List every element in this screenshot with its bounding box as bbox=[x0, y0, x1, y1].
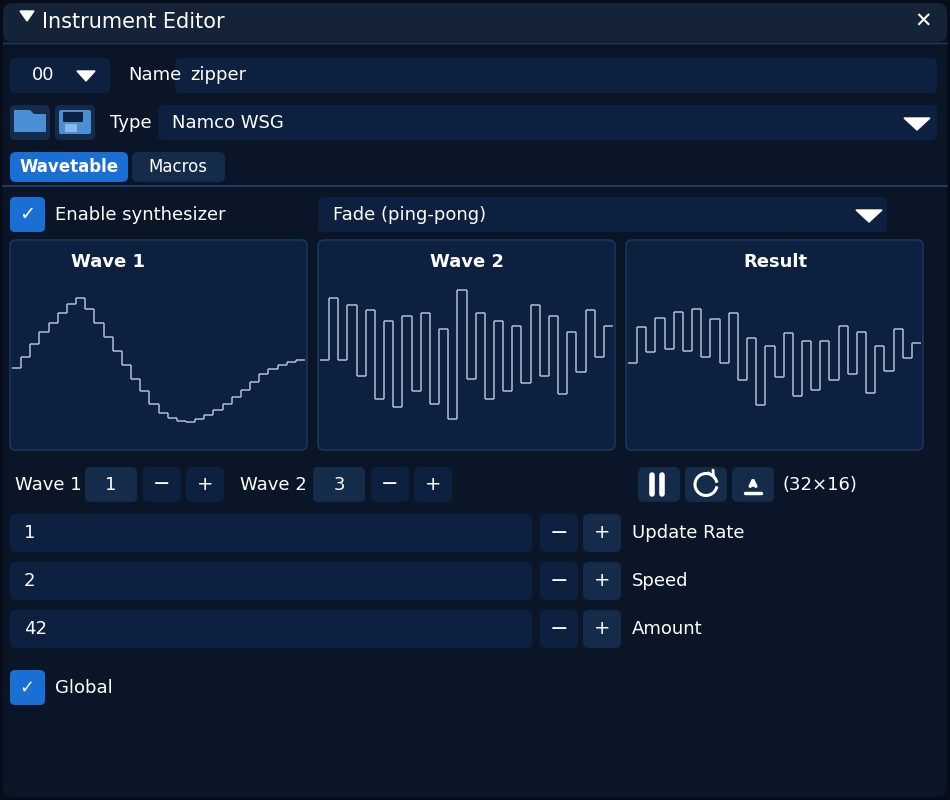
Polygon shape bbox=[77, 71, 95, 81]
FancyBboxPatch shape bbox=[65, 124, 77, 132]
Text: Wavetable: Wavetable bbox=[19, 158, 119, 176]
FancyBboxPatch shape bbox=[143, 467, 181, 502]
FancyBboxPatch shape bbox=[540, 514, 578, 552]
Text: 3: 3 bbox=[333, 475, 345, 494]
Text: 2: 2 bbox=[24, 572, 35, 590]
Text: +: + bbox=[197, 475, 213, 494]
Text: (32×16): (32×16) bbox=[782, 475, 857, 494]
Text: −: − bbox=[550, 523, 568, 543]
FancyBboxPatch shape bbox=[175, 58, 937, 93]
FancyBboxPatch shape bbox=[850, 197, 887, 232]
Text: −: − bbox=[550, 571, 568, 591]
FancyBboxPatch shape bbox=[626, 240, 923, 450]
FancyBboxPatch shape bbox=[186, 467, 224, 502]
FancyBboxPatch shape bbox=[3, 3, 947, 42]
FancyBboxPatch shape bbox=[10, 152, 128, 182]
Text: +: + bbox=[594, 571, 610, 590]
FancyBboxPatch shape bbox=[10, 240, 307, 450]
Text: Result: Result bbox=[743, 253, 807, 271]
Text: Fade (ping-pong): Fade (ping-pong) bbox=[333, 206, 486, 223]
FancyBboxPatch shape bbox=[313, 467, 365, 502]
Polygon shape bbox=[14, 114, 46, 132]
Text: Enable synthesizer: Enable synthesizer bbox=[55, 206, 226, 223]
FancyBboxPatch shape bbox=[63, 112, 83, 122]
Text: ✓: ✓ bbox=[19, 679, 34, 697]
FancyBboxPatch shape bbox=[583, 514, 621, 552]
FancyBboxPatch shape bbox=[414, 467, 452, 502]
Polygon shape bbox=[856, 210, 882, 222]
FancyBboxPatch shape bbox=[10, 610, 532, 648]
Text: Amount: Amount bbox=[632, 620, 703, 638]
FancyBboxPatch shape bbox=[3, 3, 947, 797]
FancyBboxPatch shape bbox=[583, 610, 621, 648]
FancyBboxPatch shape bbox=[85, 467, 137, 502]
FancyBboxPatch shape bbox=[10, 58, 110, 93]
FancyBboxPatch shape bbox=[583, 562, 621, 600]
Text: Global: Global bbox=[55, 679, 113, 697]
FancyBboxPatch shape bbox=[897, 105, 937, 140]
Text: ✓: ✓ bbox=[19, 205, 35, 224]
Text: Update Rate: Update Rate bbox=[632, 524, 745, 542]
Polygon shape bbox=[904, 118, 930, 130]
Text: zipper: zipper bbox=[190, 66, 246, 85]
FancyBboxPatch shape bbox=[638, 467, 680, 502]
FancyBboxPatch shape bbox=[10, 670, 45, 705]
FancyBboxPatch shape bbox=[55, 105, 95, 140]
Text: −: − bbox=[550, 619, 568, 639]
FancyBboxPatch shape bbox=[318, 197, 887, 232]
Text: +: + bbox=[425, 475, 441, 494]
Text: Wave 1: Wave 1 bbox=[15, 475, 82, 494]
Text: Wave 2: Wave 2 bbox=[430, 253, 504, 271]
Text: Instrument Editor: Instrument Editor bbox=[42, 11, 224, 31]
Text: Speed: Speed bbox=[632, 572, 689, 590]
Text: 1: 1 bbox=[24, 524, 35, 542]
Text: Namco WSG: Namco WSG bbox=[172, 114, 284, 131]
FancyBboxPatch shape bbox=[132, 152, 225, 182]
Text: 42: 42 bbox=[24, 620, 47, 638]
FancyBboxPatch shape bbox=[10, 514, 532, 552]
Text: Name: Name bbox=[128, 66, 181, 85]
Text: ✕: ✕ bbox=[914, 11, 932, 31]
Text: −: − bbox=[153, 474, 171, 494]
Text: Macros: Macros bbox=[148, 158, 207, 176]
FancyBboxPatch shape bbox=[732, 467, 774, 502]
FancyBboxPatch shape bbox=[540, 562, 578, 600]
FancyBboxPatch shape bbox=[318, 240, 615, 450]
Polygon shape bbox=[14, 110, 34, 114]
FancyBboxPatch shape bbox=[59, 110, 91, 134]
Text: +: + bbox=[594, 619, 610, 638]
Text: 00: 00 bbox=[32, 66, 54, 85]
FancyBboxPatch shape bbox=[10, 105, 50, 140]
Text: 1: 1 bbox=[105, 475, 117, 494]
FancyBboxPatch shape bbox=[685, 467, 727, 502]
FancyBboxPatch shape bbox=[158, 105, 937, 140]
FancyBboxPatch shape bbox=[540, 610, 578, 648]
Text: Type: Type bbox=[110, 114, 152, 131]
Text: +: + bbox=[594, 523, 610, 542]
FancyBboxPatch shape bbox=[371, 467, 409, 502]
Text: Wave 1: Wave 1 bbox=[71, 253, 145, 271]
FancyBboxPatch shape bbox=[10, 562, 532, 600]
FancyBboxPatch shape bbox=[10, 197, 45, 232]
Text: Wave 2: Wave 2 bbox=[240, 475, 307, 494]
Polygon shape bbox=[20, 11, 34, 21]
Text: −: − bbox=[381, 474, 399, 494]
